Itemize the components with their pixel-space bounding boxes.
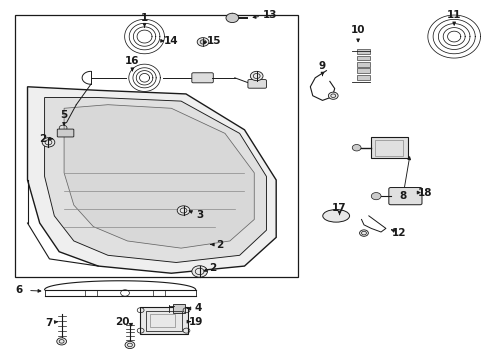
- Text: 4: 4: [195, 303, 202, 314]
- Text: 6: 6: [16, 285, 23, 295]
- Text: 7: 7: [45, 318, 52, 328]
- FancyBboxPatch shape: [388, 188, 421, 205]
- Ellipse shape: [322, 210, 349, 222]
- Bar: [356, 68, 369, 73]
- Text: 2: 2: [40, 134, 47, 144]
- FancyBboxPatch shape: [191, 73, 213, 83]
- Circle shape: [351, 144, 360, 151]
- Circle shape: [370, 193, 380, 200]
- Text: 16: 16: [125, 56, 139, 66]
- Circle shape: [177, 206, 189, 215]
- Text: 5: 5: [61, 110, 67, 120]
- Circle shape: [197, 38, 208, 46]
- Text: 11: 11: [446, 10, 461, 20]
- Text: 1: 1: [141, 13, 148, 23]
- Circle shape: [328, 92, 337, 99]
- Bar: [140, 307, 188, 334]
- Circle shape: [191, 266, 207, 277]
- Text: 12: 12: [391, 228, 406, 238]
- Circle shape: [250, 71, 263, 81]
- Circle shape: [225, 13, 238, 23]
- Bar: [15, 15, 298, 277]
- Bar: [145, 311, 182, 330]
- Bar: [356, 75, 369, 80]
- Text: 10: 10: [350, 25, 365, 35]
- Circle shape: [42, 138, 55, 147]
- FancyBboxPatch shape: [247, 80, 266, 88]
- Text: 9: 9: [318, 61, 325, 71]
- Text: 3: 3: [196, 210, 203, 220]
- Circle shape: [359, 230, 367, 236]
- Text: 2: 2: [216, 239, 223, 249]
- Bar: [370, 137, 407, 158]
- Text: 19: 19: [188, 317, 203, 327]
- Circle shape: [200, 40, 205, 44]
- Polygon shape: [64, 105, 254, 248]
- FancyBboxPatch shape: [57, 129, 74, 137]
- Text: 18: 18: [417, 188, 431, 198]
- Text: 2: 2: [208, 263, 216, 273]
- Bar: [150, 314, 174, 327]
- Bar: [85, 290, 97, 296]
- Bar: [356, 55, 369, 60]
- Bar: [356, 62, 369, 67]
- FancyBboxPatch shape: [172, 304, 185, 313]
- Bar: [153, 290, 164, 296]
- Text: 20: 20: [115, 317, 130, 327]
- Polygon shape: [44, 98, 266, 262]
- Text: 17: 17: [331, 203, 346, 213]
- Polygon shape: [27, 87, 276, 273]
- Circle shape: [57, 338, 66, 345]
- Circle shape: [125, 341, 135, 348]
- Bar: [374, 140, 403, 156]
- Text: 8: 8: [399, 191, 406, 201]
- Text: 14: 14: [163, 36, 178, 46]
- Bar: [356, 49, 369, 54]
- Text: 13: 13: [262, 10, 277, 20]
- Text: 15: 15: [206, 36, 221, 46]
